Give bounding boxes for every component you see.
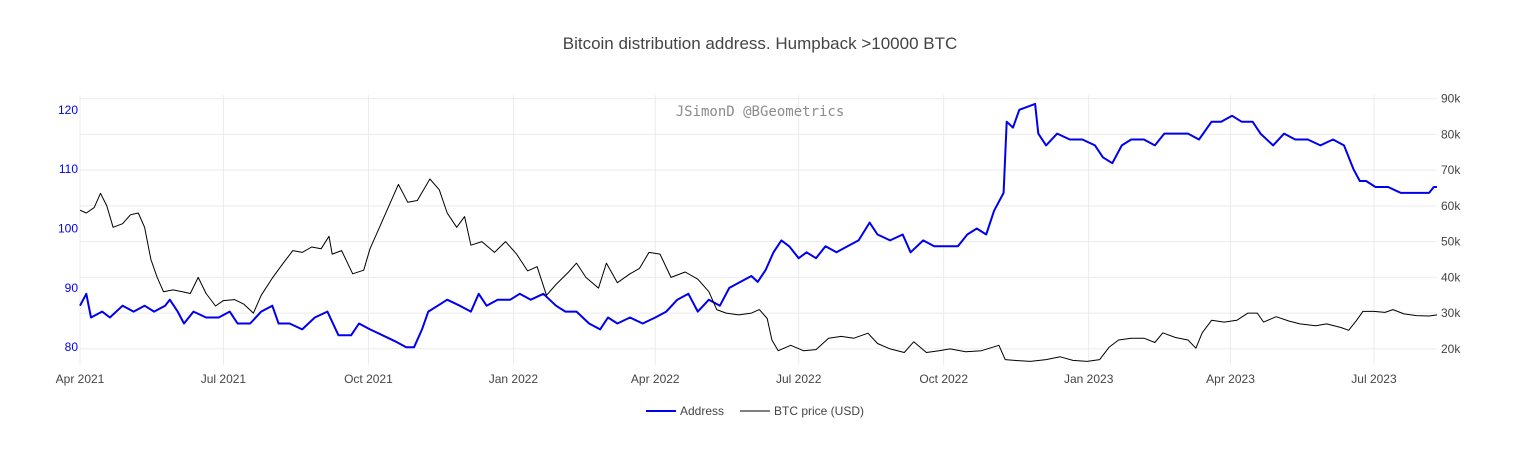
x-tick-label: Jul 2022 [776, 372, 822, 386]
legend-item[interactable]: BTC price (USD) [740, 404, 864, 418]
chart-title: Bitcoin distribution address. Humpback >… [563, 34, 958, 53]
x-tick-label: Jan 2022 [489, 372, 539, 386]
y-right-axis-ticks: 20k 30k 40k 50k 60k 70k 80k 90k [1441, 92, 1461, 356]
y-left-axis-ticks: 80 90 100 110 120 [58, 103, 78, 354]
grid [79, 95, 1437, 365]
x-axis-ticks: Apr 2021 Jul 2021 Oct 2021 Jan 2022 Apr 2022… [56, 372, 1397, 386]
y-left-tick-label: 110 [59, 162, 78, 176]
x-tick-label: Jul 2021 [201, 372, 247, 386]
watermark-annotation: JSimonD @BGeometrics [676, 104, 845, 120]
y-left-tick-label: 80 [65, 340, 79, 354]
legend-label: Address [680, 404, 724, 418]
y-right-tick-label: 20k [1441, 342, 1461, 356]
y-right-tick-label: 40k [1441, 270, 1461, 284]
y-right-tick-label: 30k [1441, 306, 1461, 320]
y-right-tick-label: 60k [1441, 199, 1461, 213]
y-right-tick-label: 70k [1441, 163, 1461, 177]
series-line-btc-price [79, 178, 1438, 362]
y-left-tick-label: 90 [65, 281, 79, 295]
x-tick-label: Jan 2023 [1064, 372, 1114, 386]
series-group [79, 102, 1438, 362]
legend[interactable]: Address BTC price (USD) [646, 404, 864, 418]
legend-item[interactable]: Address [646, 404, 724, 418]
x-tick-label: Apr 2023 [1206, 372, 1255, 386]
x-tick-label: Jul 2023 [1351, 372, 1397, 386]
y-right-tick-label: 80k [1441, 127, 1461, 141]
y-right-tick-label: 50k [1441, 235, 1461, 249]
y-left-tick-label: 120 [58, 103, 78, 117]
x-tick-label: Oct 2022 [919, 372, 968, 386]
x-tick-label: Apr 2021 [56, 372, 105, 386]
x-tick-label: Oct 2021 [344, 372, 393, 386]
series-line-address [79, 102, 1437, 349]
y-left-tick-label: 100 [58, 222, 78, 236]
legend-label: BTC price (USD) [774, 404, 864, 418]
y-right-tick-label: 90k [1441, 92, 1461, 106]
x-tick-label: Apr 2022 [631, 372, 680, 386]
